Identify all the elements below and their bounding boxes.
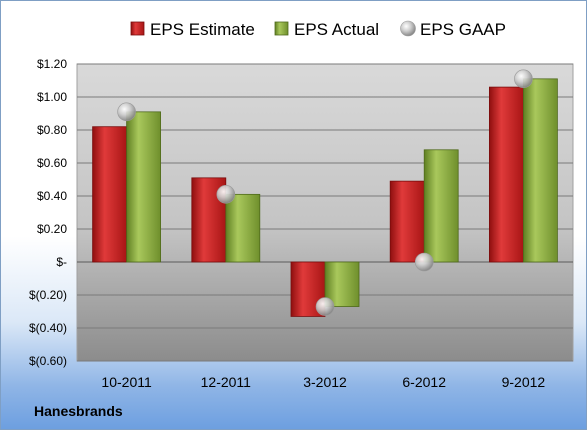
y-tick-label: $1.20 [37,57,67,71]
legend-label: EPS Actual [294,20,379,39]
x-category-label: 9-2012 [502,374,546,390]
legend-swatch [274,21,289,36]
y-tick-label: $0.60 [37,156,67,170]
legend-label: EPS GAAP [420,20,506,39]
x-category-label: 12-2011 [201,374,252,390]
eps-gaap-marker [414,252,434,272]
y-tick-label: $- [56,255,67,269]
legend-label: EPS Estimate [150,20,255,39]
y-tick-label: $1.00 [37,90,67,104]
eps-gaap-marker [117,102,136,122]
y-tick-label: $(0.20) [29,288,67,302]
eps-actual-bar [225,193,261,263]
eps-estimate-bar [389,180,425,263]
eps-estimate-bar [92,126,127,263]
eps-actual-bar [423,149,459,263]
eps-actual-bar [324,261,360,307]
eps-gaap-marker [216,185,236,204]
y-tick-label: $0.40 [37,189,67,203]
y-tick-label: $(0.40) [29,321,67,335]
eps-estimate-bar [488,86,524,263]
y-tick-label: $0.20 [37,222,67,236]
eps-estimate-bar [290,261,326,317]
legend: EPS Estimate EPS Actual EPS GAAP [130,20,506,39]
x-category-label: 6-2012 [402,374,446,390]
x-axis-labels: 10-2011 12-2011 3-2012 6-2012 9-2012 [101,374,545,390]
y-axis-ticks: $1.20 $1.00 $0.80 $0.60 $0.40 $0.20 $- $(0.20) $… [29,57,67,368]
eps-actual-bar [126,111,161,263]
y-tick-label: $0.80 [37,123,67,137]
x-category-label: 10-2011 [101,374,152,390]
eps-gaap-marker [514,69,533,89]
eps-actual-bar [523,78,558,263]
legend-swatch [130,21,145,36]
y-tick-label: $(0.60) [29,354,67,368]
legend-swatch [400,20,416,37]
company-name: Hanesbrands [34,403,123,419]
x-category-label: 3-2012 [303,374,347,390]
eps-gaap-marker [315,297,335,316]
bars [92,69,558,317]
